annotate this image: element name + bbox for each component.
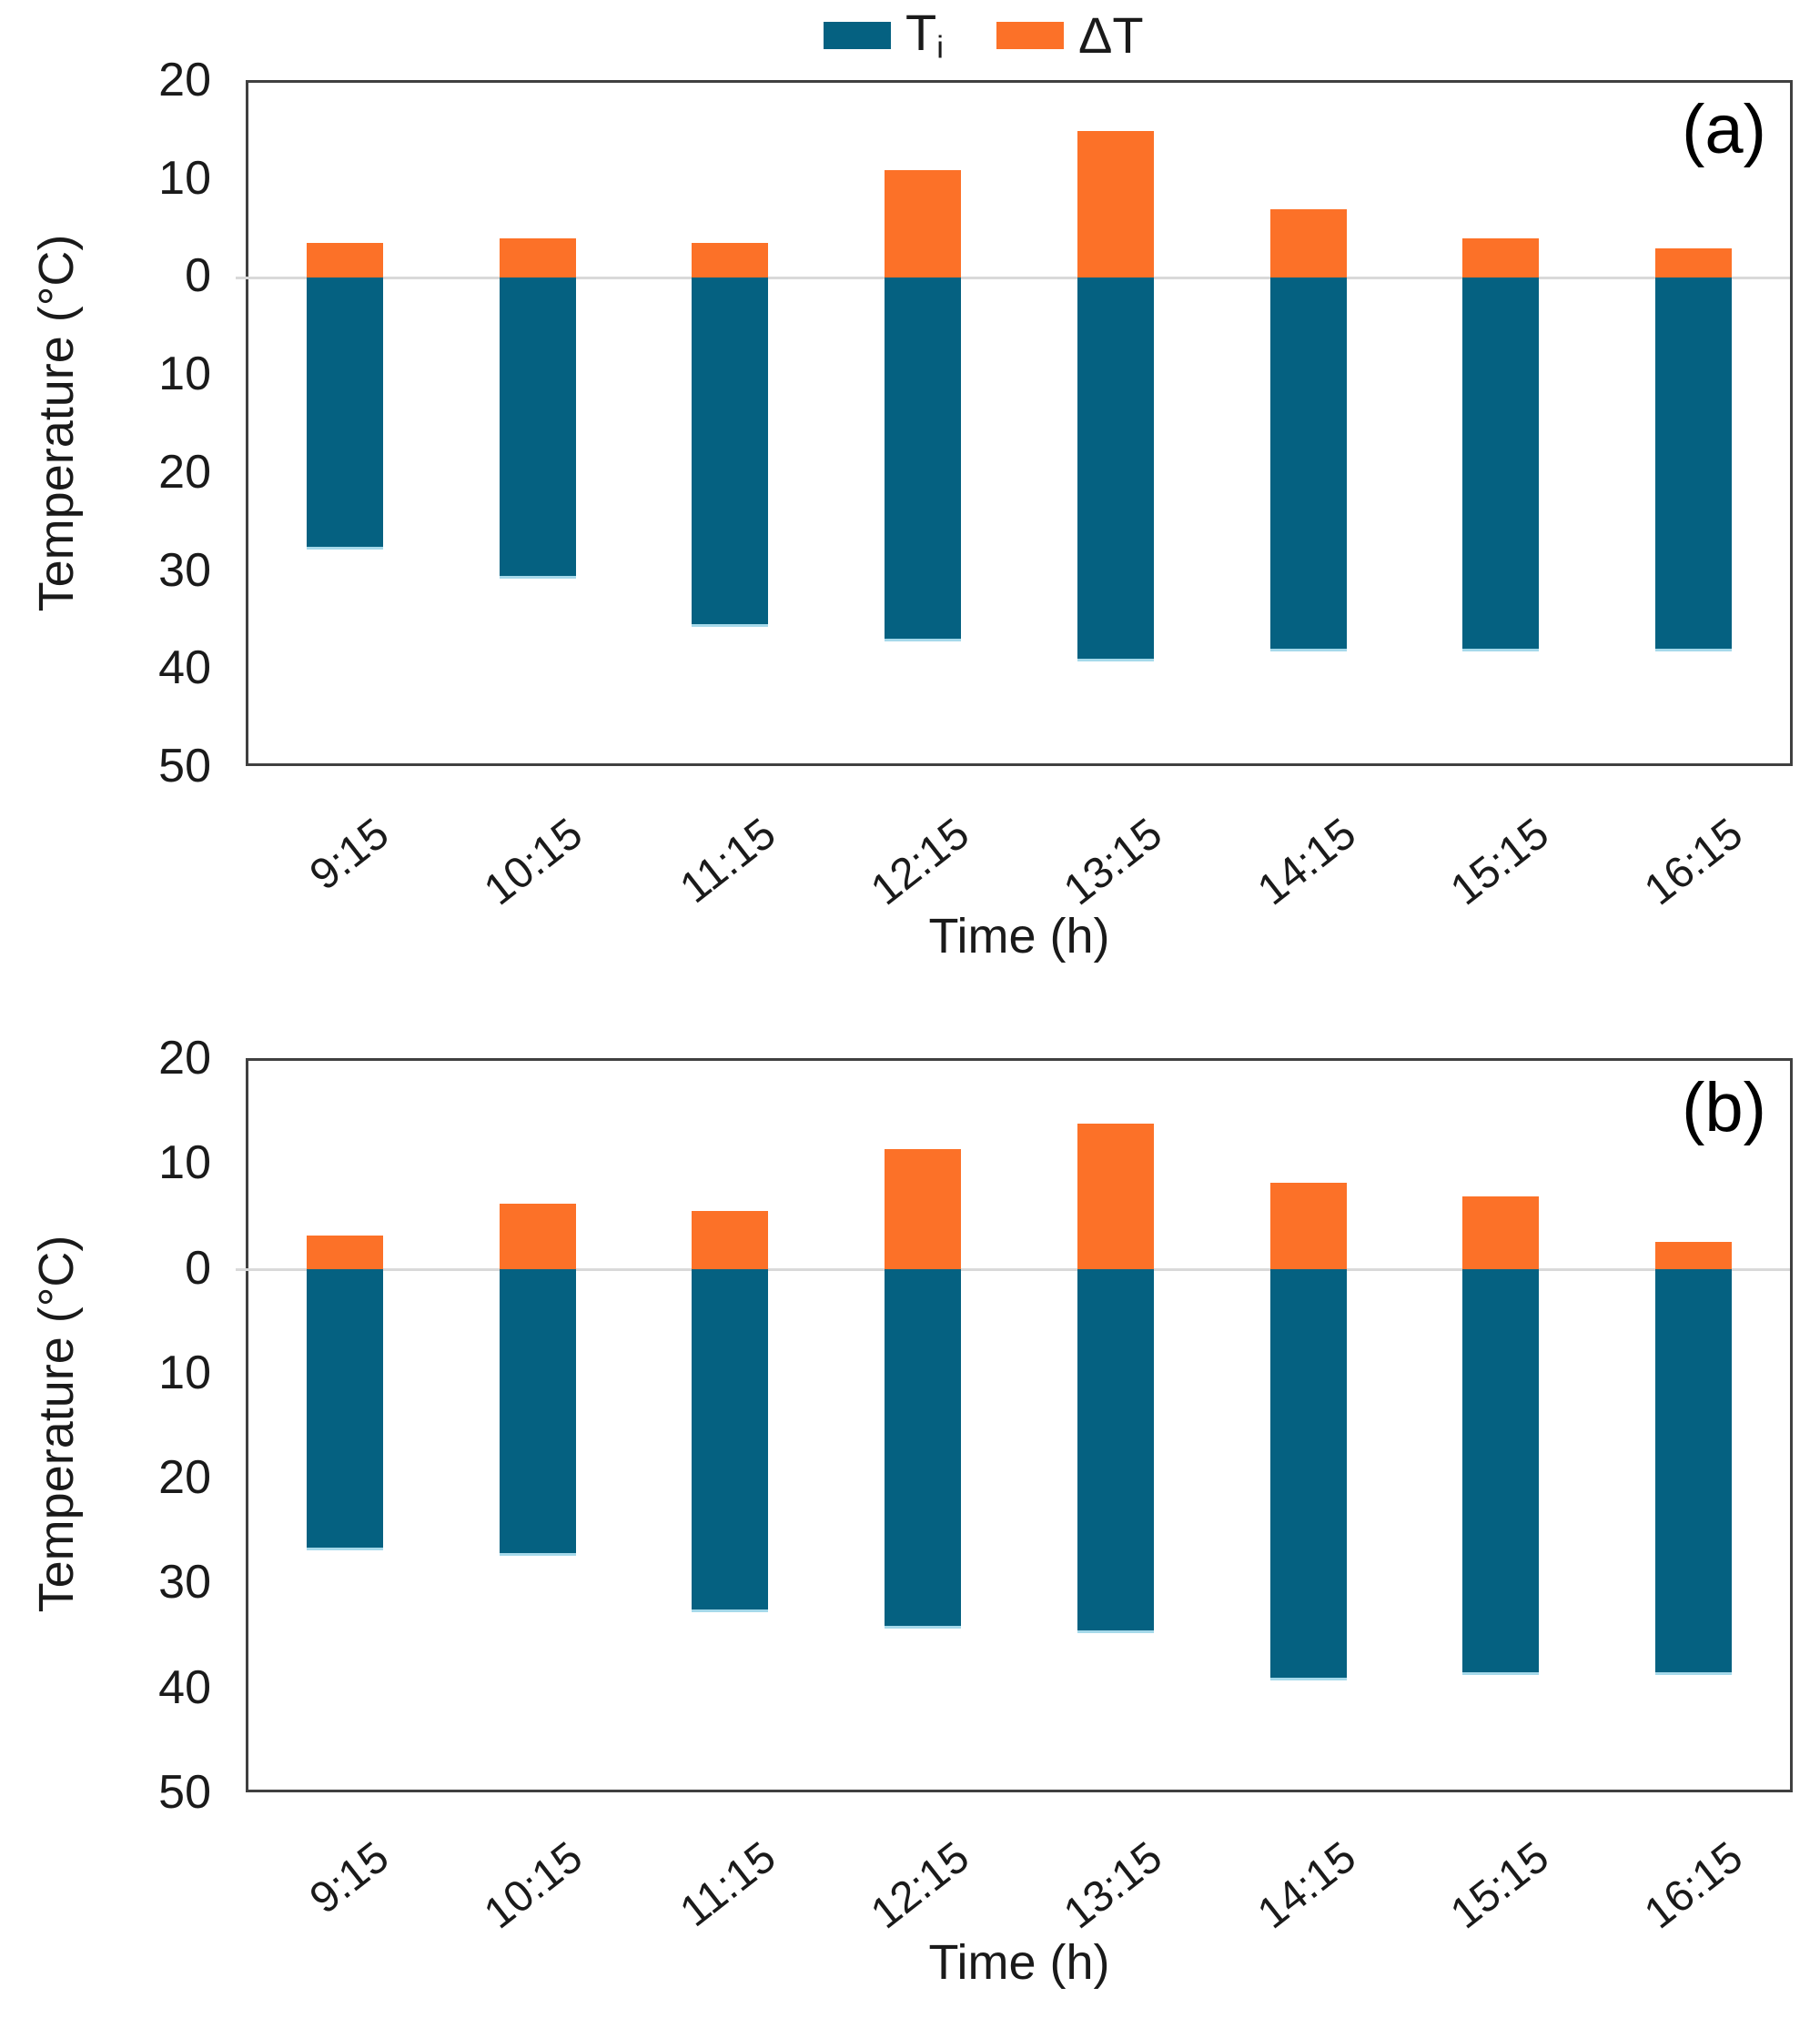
bar-ti	[306, 277, 383, 550]
bar-ti	[1462, 1268, 1540, 1676]
bar-ti	[1077, 1268, 1154, 1634]
x-tick-text: 10:15	[475, 1832, 592, 1939]
x-axis-title: Time (h)	[928, 1935, 1110, 1990]
y-tick-label: 30	[158, 1556, 211, 1609]
y-axis-tick-labels: 20 10 0 10 20 30 40 50	[0, 56, 217, 790]
y-tick-label: 40	[158, 1660, 211, 1714]
y-axis-title: Temperature (°C)	[29, 1235, 84, 1613]
bar-dt	[1655, 247, 1733, 277]
x-tick-text: 16:15	[1635, 1832, 1752, 1939]
y-tick-label: 40	[158, 641, 211, 695]
panel-letter: (b)	[1682, 1069, 1766, 1146]
y-tick-label: 20	[158, 1032, 211, 1085]
x-tick-text: 14:15	[1249, 809, 1365, 915]
y-tick-label: 20	[158, 445, 211, 499]
bar-dt	[1462, 237, 1540, 277]
y-tick-label: 10	[158, 1136, 211, 1190]
bar-ti	[1269, 1268, 1347, 1680]
panel-letter: (a)	[1682, 91, 1766, 168]
bar-dt	[1077, 1123, 1154, 1269]
x-axis-title: Time (h)	[928, 909, 1110, 964]
bar-dt	[885, 1149, 962, 1269]
bar-dt	[306, 243, 383, 277]
legend-swatch-icon	[824, 22, 891, 50]
plot-area: (b)	[236, 1058, 1793, 1792]
x-tick-text: 11:15	[671, 1832, 785, 1937]
x-tick-text: 9:15	[300, 1832, 399, 1923]
y-axis-tick-labels: 20 10 0 10 20 30 40 50	[0, 1034, 217, 1816]
zero-gridline	[236, 1267, 1790, 1271]
bar-dt	[1269, 1182, 1347, 1269]
x-tick-text: 15:15	[1441, 1832, 1559, 1939]
bar-dt	[885, 170, 962, 277]
legend-label: ΔT	[1077, 6, 1144, 65]
bar-ti	[885, 277, 962, 642]
bar-ti	[499, 277, 576, 579]
x-tick-text: 16:15	[1635, 809, 1752, 915]
y-axis-title: Temperature (°C)	[29, 234, 84, 612]
x-tick-text: 12:15	[862, 809, 978, 915]
bar-ti	[692, 277, 769, 628]
x-tick-text: 10:15	[475, 809, 592, 915]
bar-dt	[499, 1203, 576, 1269]
legend-item: ΔT	[996, 10, 1144, 61]
y-tick-label: 50	[158, 1766, 211, 1819]
y-tick-label: 20	[158, 54, 211, 106]
y-tick-label: 30	[158, 543, 211, 597]
plot-area: (a)	[236, 80, 1793, 766]
bar-dt	[1655, 1242, 1733, 1269]
x-axis-tick-labels: 9:15 10:15 11:15 12:15 13:15 14:15 15:15 16:15	[246, 1812, 1793, 1949]
legend: Ti ΔT	[824, 4, 1144, 66]
y-tick-label: 0	[185, 1241, 211, 1295]
x-tick-text: 14:15	[1249, 1832, 1365, 1939]
legend-swatch-icon	[996, 22, 1064, 50]
x-tick-text: 11:15	[671, 809, 785, 913]
y-tick-label: 10	[158, 1346, 211, 1399]
bar-ti	[1462, 277, 1540, 652]
y-tick-label: 10	[158, 348, 211, 401]
bar-ti	[499, 1268, 576, 1556]
x-axis-tick-labels: 9:15 10:15 11:15 12:15 13:15 14:15 15:15 16:15	[246, 789, 1793, 925]
legend-label: Ti	[905, 4, 944, 66]
bar-dt	[1077, 131, 1154, 277]
legend-item: Ti	[824, 4, 944, 66]
bar-ti	[885, 1268, 962, 1629]
y-tick-label: 10	[158, 151, 211, 205]
bar-dt	[1269, 208, 1347, 277]
x-tick-text: 12:15	[862, 1832, 978, 1939]
bar-ti	[1269, 277, 1347, 652]
bar-dt	[499, 237, 576, 277]
bar-ti	[692, 1268, 769, 1613]
bar-dt	[1462, 1196, 1540, 1269]
x-tick-text: 15:15	[1441, 809, 1559, 915]
y-tick-label: 20	[158, 1451, 211, 1505]
y-tick-label: 0	[185, 249, 211, 303]
x-tick-text: 9:15	[300, 809, 399, 900]
bar-ti	[1077, 277, 1154, 661]
bar-dt	[692, 1210, 769, 1269]
bar-dt	[306, 1236, 383, 1269]
bar-ti	[1655, 1268, 1733, 1676]
bar-dt	[692, 243, 769, 277]
bar-ti	[1655, 277, 1733, 652]
bar-ti	[306, 1268, 383, 1550]
x-tick-text: 13:15	[1055, 1832, 1172, 1939]
x-tick-text: 13:15	[1055, 809, 1172, 915]
zero-gridline	[236, 276, 1790, 279]
y-tick-label: 50	[158, 740, 211, 792]
